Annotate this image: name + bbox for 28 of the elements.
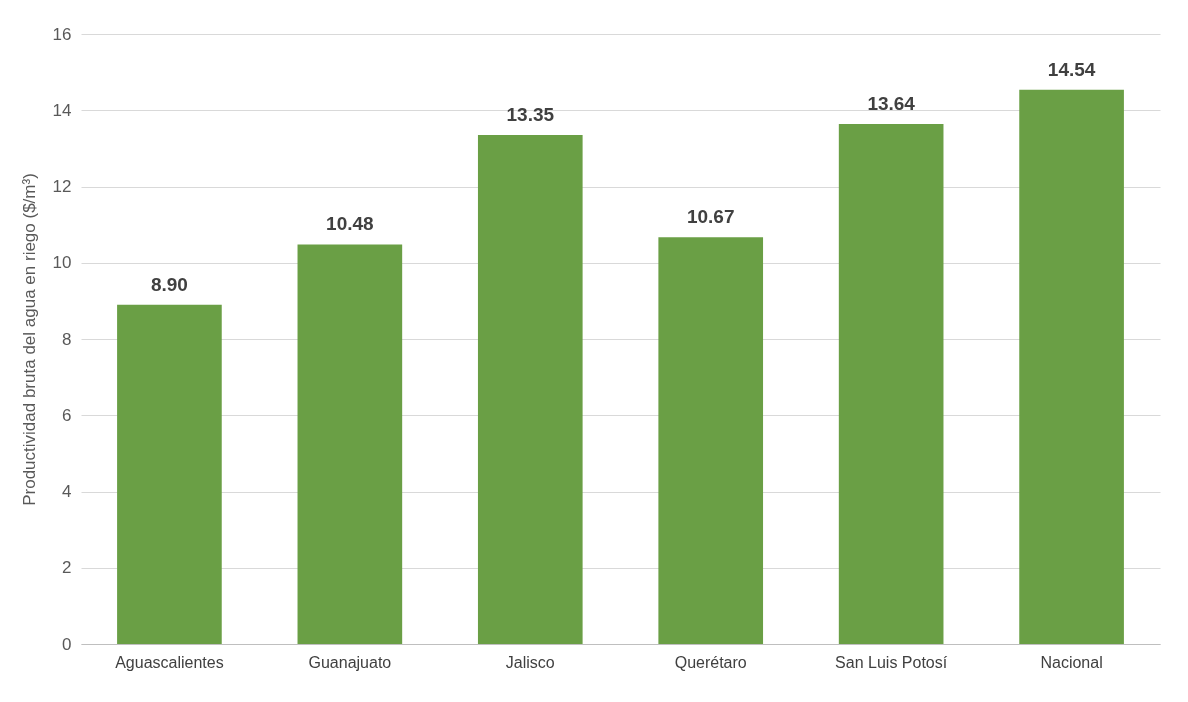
y-tick-label: 8 bbox=[62, 329, 72, 349]
data-label: 8.90 bbox=[150, 273, 188, 295]
bar bbox=[117, 304, 222, 644]
x-tick-label: Aguascalientes bbox=[115, 653, 224, 671]
y-tick-label: 16 bbox=[52, 24, 72, 44]
data-label: 14.54 bbox=[1047, 58, 1096, 80]
x-tick-label: Nacional bbox=[1040, 653, 1103, 671]
data-label: 10.67 bbox=[686, 206, 735, 228]
y-tick-label: 4 bbox=[62, 482, 72, 501]
x-tick-label: Querétaro bbox=[674, 653, 747, 671]
y-tick-label: 0 bbox=[62, 634, 72, 654]
x-tick-label: Jalisco bbox=[505, 653, 555, 671]
y-axis-title: Productividad bruta del agua en riego ($/m³) bbox=[19, 173, 39, 506]
y-tick-label: 12 bbox=[52, 177, 72, 196]
y-tick-label: 10 bbox=[52, 253, 72, 273]
bar bbox=[477, 135, 583, 644]
bar bbox=[658, 237, 764, 644]
bar bbox=[1019, 89, 1124, 644]
y-tick-label: 2 bbox=[62, 558, 72, 578]
x-tick-label: Guanajuato bbox=[308, 653, 392, 671]
bar bbox=[297, 244, 403, 644]
x-tick-label: San Luis Potosí bbox=[835, 653, 948, 671]
y-tick-label: 6 bbox=[62, 405, 72, 425]
data-label: 13.64 bbox=[867, 92, 916, 114]
data-label: 13.35 bbox=[506, 104, 555, 126]
data-label: 10.48 bbox=[326, 213, 374, 235]
y-tick-label: 14 bbox=[52, 100, 72, 120]
bar bbox=[838, 123, 944, 644]
